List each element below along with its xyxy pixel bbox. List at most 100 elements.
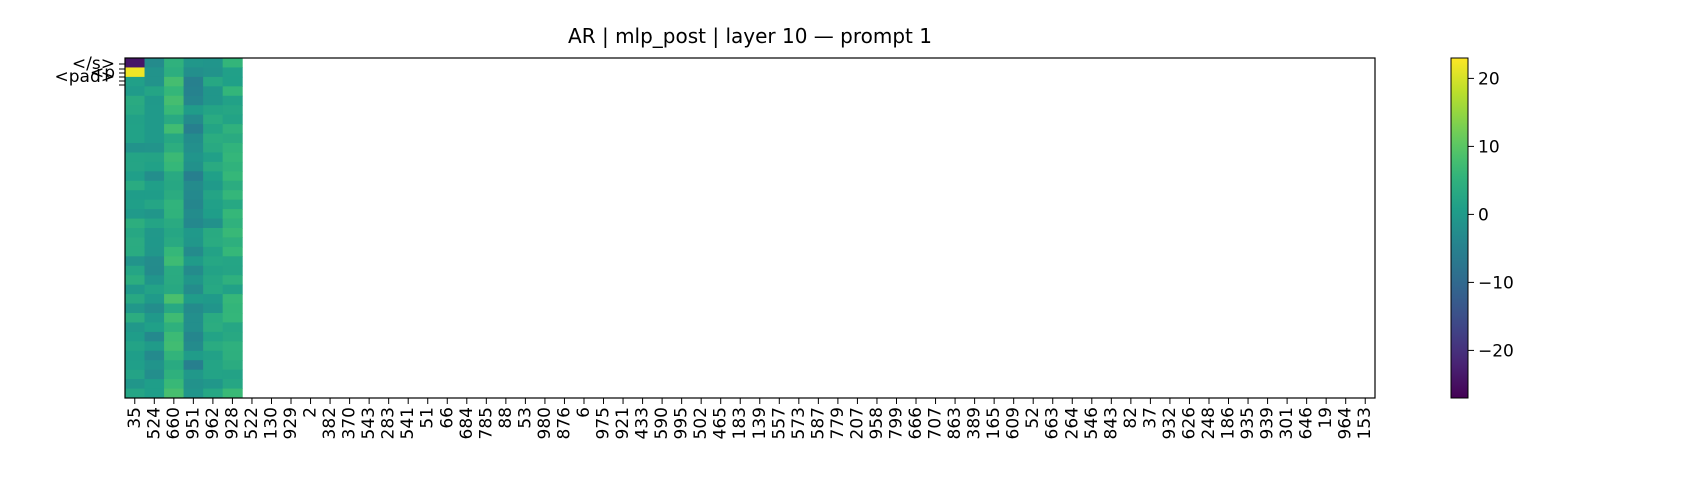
heatmap-cell — [164, 152, 185, 163]
heatmap-cell — [164, 388, 185, 399]
x-tick-label: 958 — [867, 407, 887, 439]
colorbar-tick-label: 10 — [1478, 137, 1500, 157]
heatmap-cell — [203, 161, 224, 172]
heatmap-cell — [183, 199, 204, 210]
heatmap-cell — [183, 322, 204, 333]
x-tick-label: 587 — [808, 407, 828, 439]
heatmap-cell — [203, 275, 224, 286]
heatmap-cell — [144, 209, 165, 220]
heatmap-cell — [203, 190, 224, 201]
heatmap-cell — [203, 369, 224, 380]
x-tick-label: 660 — [164, 407, 184, 439]
heatmap-cell — [144, 171, 165, 182]
x-tick-label: 82 — [1121, 407, 1141, 429]
heatmap-cell — [222, 322, 243, 333]
heatmap-cell — [125, 388, 146, 399]
x-tick-label: 524 — [144, 407, 164, 439]
heatmap-cell — [164, 294, 185, 305]
heatmap-cell — [222, 114, 243, 125]
x-tick-label: 207 — [847, 407, 867, 439]
heatmap-cell — [164, 105, 185, 116]
heatmap-cell — [222, 246, 243, 257]
heatmap-cell — [222, 58, 243, 68]
x-tick-label: 35 — [125, 407, 145, 429]
heatmap-cell — [222, 105, 243, 116]
heatmap-cell — [222, 275, 243, 286]
heatmap-cell — [144, 190, 165, 201]
heatmap-cell — [164, 379, 185, 390]
colorbar-tick-label: −10 — [1478, 273, 1514, 293]
y-axis-ticks: </s><p<pad> — [55, 54, 125, 87]
chart-title: AR | mlp_post | layer 10 — prompt 1 — [568, 24, 932, 48]
heatmap-cell — [203, 388, 224, 399]
heatmap-cell — [125, 180, 146, 191]
heatmap-cell — [203, 209, 224, 220]
heatmap-cell — [164, 303, 185, 314]
x-tick-label: 975 — [594, 407, 614, 439]
heatmap-cell — [183, 331, 204, 342]
heatmap-cell — [164, 369, 185, 380]
heatmap-cell — [183, 256, 204, 267]
heatmap-cell — [164, 275, 185, 286]
heatmap-cell — [222, 265, 243, 276]
heatmap-cell — [125, 256, 146, 267]
heatmap-cell — [183, 105, 204, 116]
heatmap-cell — [144, 152, 165, 163]
heatmap-cell — [164, 95, 185, 106]
heatmap-cell — [222, 369, 243, 380]
heatmap-cell — [183, 161, 204, 172]
x-tick-label: 382 — [320, 407, 340, 439]
heatmap-cell — [125, 237, 146, 248]
heatmap-cell — [222, 143, 243, 153]
heatmap-cell — [164, 341, 185, 352]
heatmap-cell — [125, 275, 146, 286]
heatmap-cell — [203, 284, 224, 295]
heatmap-cell — [164, 180, 185, 191]
heatmap-cell — [222, 171, 243, 182]
heatmap-cell — [183, 209, 204, 220]
heatmap-cell — [125, 190, 146, 201]
heatmap-cell — [125, 246, 146, 257]
colorbar: 20 10 0 −10 −20 — [1450, 57, 1514, 399]
heatmap-cell — [125, 209, 146, 220]
x-tick-label: 465 — [711, 407, 731, 439]
heatmap-cell — [125, 95, 146, 106]
heatmap-cell — [222, 161, 243, 172]
heatmap-cell — [144, 161, 165, 172]
heatmap-cell — [222, 95, 243, 106]
heatmap-cell — [203, 228, 224, 238]
heatmap-cell — [183, 86, 204, 97]
heatmap-cell — [125, 76, 146, 87]
heatmap-cell — [183, 143, 204, 153]
heatmap-cell — [125, 322, 146, 333]
heatmap-cell — [164, 350, 185, 361]
heatmap-cell — [222, 256, 243, 267]
x-tick-label: 995 — [672, 407, 692, 439]
x-tick-label: 389 — [965, 407, 985, 439]
heatmap-cell — [222, 313, 243, 323]
heatmap-cell — [164, 360, 185, 371]
heatmap-cell — [203, 76, 224, 87]
colorbar-tick-label: 20 — [1478, 69, 1500, 89]
heatmap-cell — [144, 294, 165, 305]
heatmap-cell — [144, 388, 165, 399]
heatmap-cell — [203, 180, 224, 191]
heatmap-cell — [144, 143, 165, 153]
heatmap-cell — [125, 218, 146, 229]
heatmap-cell — [203, 105, 224, 116]
x-tick-label: 964 — [1336, 407, 1356, 439]
heatmap-cell — [183, 218, 204, 229]
x-tick-label: 663 — [1043, 407, 1063, 439]
heatmap-cell — [125, 369, 146, 380]
heatmap-cell — [183, 190, 204, 201]
heatmap-cell — [183, 303, 204, 314]
heatmap-cell — [222, 360, 243, 371]
heatmap-cell — [164, 228, 185, 238]
heatmap-cell — [164, 124, 185, 135]
heatmap-cell — [203, 294, 224, 305]
y-tick-label: <p — [90, 63, 115, 83]
heatmap-cell — [144, 67, 165, 78]
heatmap-cell — [183, 237, 204, 248]
heatmap-cell — [222, 76, 243, 87]
x-tick-label: 980 — [535, 407, 555, 439]
